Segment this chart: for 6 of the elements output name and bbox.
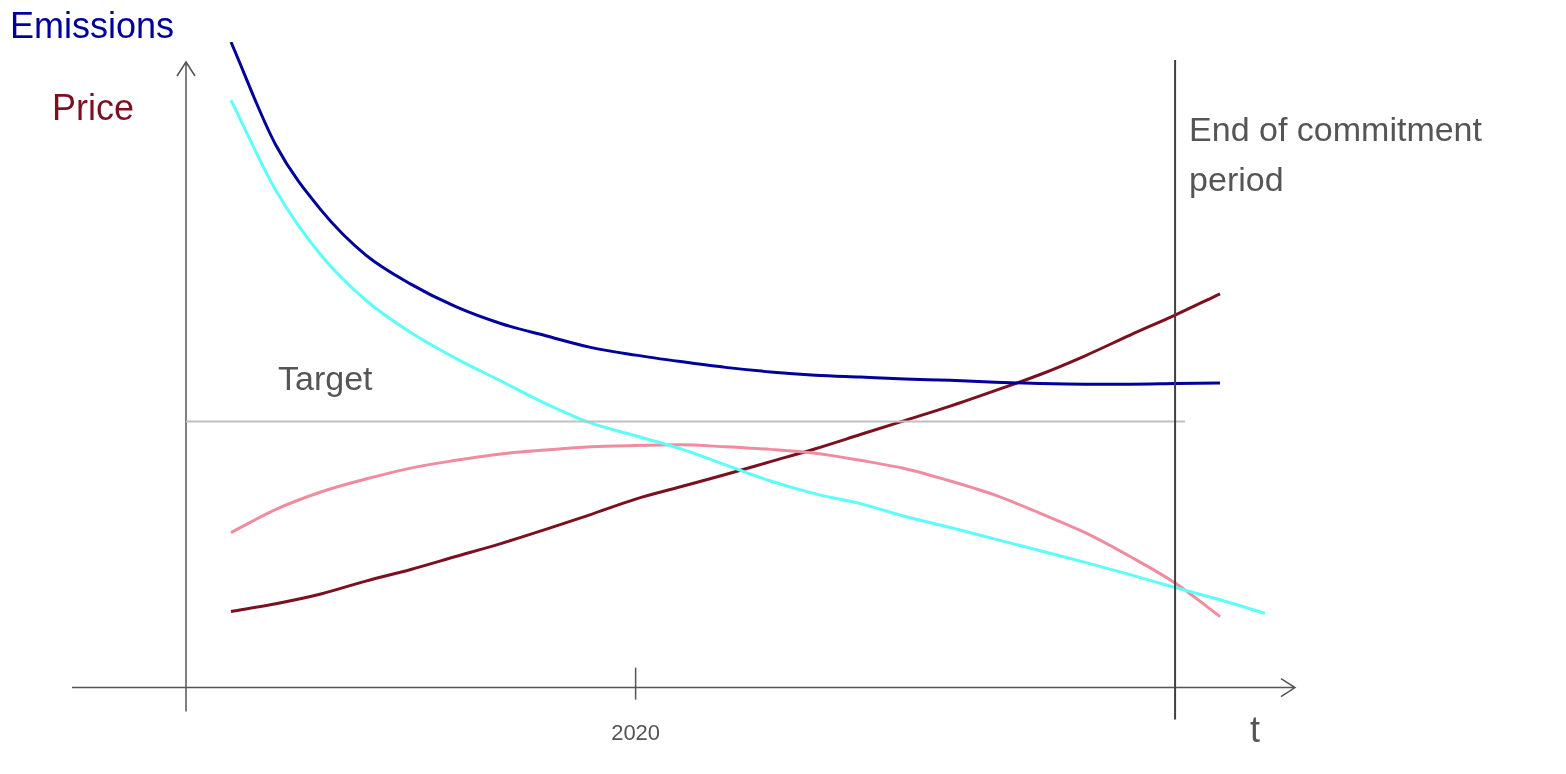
ref-line-label: Target (278, 358, 374, 397)
y-axis-title: Emissions (10, 4, 175, 46)
annotation: End of commitment period (1189, 110, 1483, 199)
text: 2020 (611, 719, 661, 745)
text: Price (52, 86, 135, 128)
x-axis-title: t (1249, 708, 1261, 750)
